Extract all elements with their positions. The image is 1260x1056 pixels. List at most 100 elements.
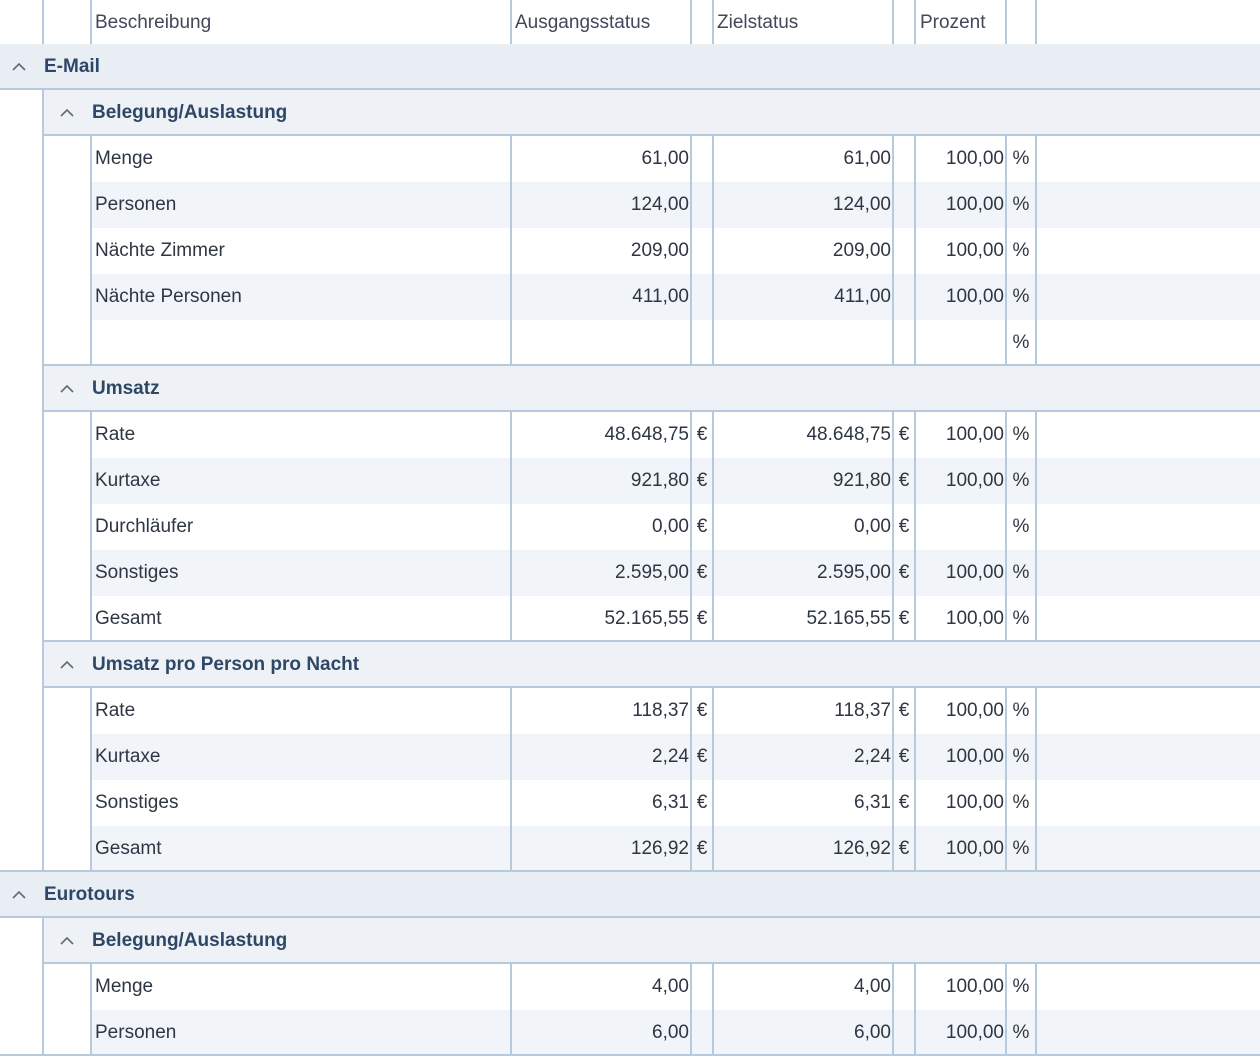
column-header-target-status[interactable]: Zielstatus <box>717 12 799 33</box>
table-row[interactable]: Nächte Personen 411,00 411,00 100,00% <box>0 274 1260 320</box>
table-row[interactable]: Nächte Zimmer 209,00 209,00 100,00% <box>0 228 1260 274</box>
table-row[interactable]: Gesamt 126,92 €126,92 €100,00% <box>0 826 1260 872</box>
percent-unit: % <box>1012 470 1030 491</box>
start-status-unit: € <box>696 470 708 491</box>
target-status-unit: € <box>898 562 910 583</box>
group-label: Eurotours <box>44 884 135 905</box>
subgroup-row[interactable]: Umsatz pro Person pro Nacht <box>0 642 1260 688</box>
start-status-unit: € <box>696 424 708 445</box>
target-status-value: 48.648,75 <box>806 424 891 445</box>
chevron-up-icon[interactable] <box>56 366 78 412</box>
table-header: Beschreibung Ausgangsstatus Zielstatus P… <box>0 0 1260 46</box>
chevron-up-icon[interactable] <box>56 642 78 688</box>
row-description: Sonstiges <box>95 562 179 583</box>
target-status-value: 126,92 <box>832 838 891 859</box>
percent-unit: % <box>1012 424 1030 445</box>
percent-value <box>916 320 1004 366</box>
start-status-unit <box>692 320 712 366</box>
start-status-value: 124,00 <box>630 194 689 215</box>
target-status-value: 6,31 <box>854 792 891 813</box>
target-status-unit: € <box>898 746 910 767</box>
start-status-value: 0,00 <box>652 516 689 537</box>
target-status-unit <box>894 1010 914 1056</box>
percent-unit: % <box>1012 838 1030 859</box>
target-status-unit <box>894 964 914 1010</box>
percent-value: 100,00 <box>945 700 1004 721</box>
table-row[interactable]: Sonstiges 2.595,00 €2.595,00 €100,00% <box>0 550 1260 596</box>
table-row[interactable]: Gesamt 52.165,55 €52.165,55 €100,00% <box>0 596 1260 642</box>
percent-unit: % <box>1012 562 1030 583</box>
row-description: Gesamt <box>95 608 162 629</box>
target-status-unit: € <box>898 792 910 813</box>
percent-unit: % <box>1012 148 1030 169</box>
column-header-percent[interactable]: Prozent <box>920 12 986 33</box>
column-header-start-status[interactable]: Ausgangsstatus <box>515 12 651 33</box>
target-status-unit <box>894 136 914 182</box>
target-status-value: 124,00 <box>832 194 891 215</box>
row-description: Durchläufer <box>95 516 194 537</box>
row-description: Kurtaxe <box>95 746 161 767</box>
row-description: Personen <box>95 194 177 215</box>
percent-value: 100,00 <box>945 148 1004 169</box>
start-status-value: 2,24 <box>652 746 689 767</box>
percent-value <box>916 504 1004 550</box>
target-status-value: 411,00 <box>834 286 891 307</box>
percent-unit: % <box>1012 516 1030 537</box>
percent-unit: % <box>1012 746 1030 767</box>
table-row[interactable]: % <box>0 320 1260 366</box>
start-status-value: 118,37 <box>632 700 689 721</box>
table-row[interactable]: Menge 4,00 4,00 100,00% <box>0 964 1260 1010</box>
target-status-value: 2.595,00 <box>817 562 891 583</box>
chevron-up-icon[interactable] <box>56 918 78 964</box>
row-description: Rate <box>95 424 136 445</box>
target-status-unit: € <box>898 470 910 491</box>
table-row[interactable]: Personen 6,00 6,00 100,00% <box>0 1010 1260 1056</box>
table-row[interactable]: Rate 48.648,75 €48.648,75 €100,00% <box>0 412 1260 458</box>
start-status-unit <box>692 136 712 182</box>
row-description <box>95 320 505 366</box>
start-status-value: 48.648,75 <box>604 424 689 445</box>
group-label: E-Mail <box>44 56 100 77</box>
target-status-unit: € <box>898 516 910 537</box>
subgroup-label: Belegung/Auslastung <box>92 102 288 123</box>
start-status-value <box>512 320 689 366</box>
subgroup-row[interactable]: Umsatz <box>0 366 1260 412</box>
column-header-description[interactable]: Beschreibung <box>95 12 212 33</box>
percent-unit: % <box>1012 792 1030 813</box>
target-status-value: 52.165,55 <box>806 608 891 629</box>
start-status-unit: € <box>696 746 708 767</box>
table-row[interactable]: Sonstiges 6,31 €6,31 €100,00% <box>0 780 1260 826</box>
table-row[interactable]: Rate 118,37 €118,37 €100,00% <box>0 688 1260 734</box>
start-status-value: 6,00 <box>652 1022 689 1043</box>
start-status-unit <box>692 228 712 274</box>
table-row[interactable]: Kurtaxe 2,24 €2,24 €100,00% <box>0 734 1260 780</box>
percent-value: 100,00 <box>945 240 1004 261</box>
group-row[interactable]: E-Mail <box>0 44 1260 90</box>
group-row[interactable]: Eurotours <box>0 872 1260 918</box>
percent-value: 100,00 <box>945 424 1004 445</box>
chevron-up-icon[interactable] <box>8 872 30 918</box>
row-description: Sonstiges <box>95 792 179 813</box>
target-status-value: 61,00 <box>843 148 891 169</box>
percent-unit: % <box>1012 700 1030 721</box>
target-status-value: 921,80 <box>832 470 891 491</box>
chevron-up-icon[interactable] <box>8 44 30 90</box>
start-status-value: 126,92 <box>630 838 689 859</box>
table-row[interactable]: Menge 61,00 61,00 100,00% <box>0 136 1260 182</box>
chevron-up-icon[interactable] <box>56 90 78 136</box>
target-status-unit <box>894 228 914 274</box>
percent-value: 100,00 <box>945 1022 1004 1043</box>
table-row[interactable]: Kurtaxe 921,80 €921,80 €100,00% <box>0 458 1260 504</box>
table-row[interactable]: Personen 124,00 124,00 100,00% <box>0 182 1260 228</box>
percent-unit: % <box>1012 286 1030 307</box>
start-status-unit: € <box>696 792 708 813</box>
table-row[interactable]: Durchläufer 0,00 €0,00 €% <box>0 504 1260 550</box>
percent-value: 100,00 <box>945 608 1004 629</box>
row-description: Menge <box>95 148 154 169</box>
percent-value: 100,00 <box>945 194 1004 215</box>
subgroup-label: Umsatz <box>92 378 160 399</box>
subgroup-row[interactable]: Belegung/Auslastung <box>0 90 1260 136</box>
target-status-unit: € <box>898 424 910 445</box>
row-description: Rate <box>95 700 136 721</box>
subgroup-row[interactable]: Belegung/Auslastung <box>0 918 1260 964</box>
